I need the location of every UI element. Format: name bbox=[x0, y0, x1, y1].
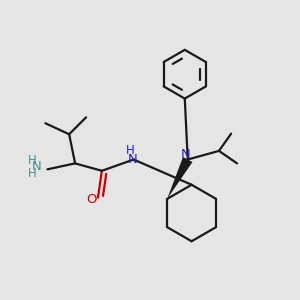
Text: N: N bbox=[181, 148, 190, 161]
Polygon shape bbox=[167, 157, 193, 199]
Text: H: H bbox=[28, 154, 37, 166]
Text: H: H bbox=[126, 144, 135, 157]
Text: O: O bbox=[86, 194, 97, 206]
Text: N: N bbox=[32, 160, 41, 173]
Text: N: N bbox=[128, 153, 138, 166]
Text: H: H bbox=[28, 167, 37, 180]
